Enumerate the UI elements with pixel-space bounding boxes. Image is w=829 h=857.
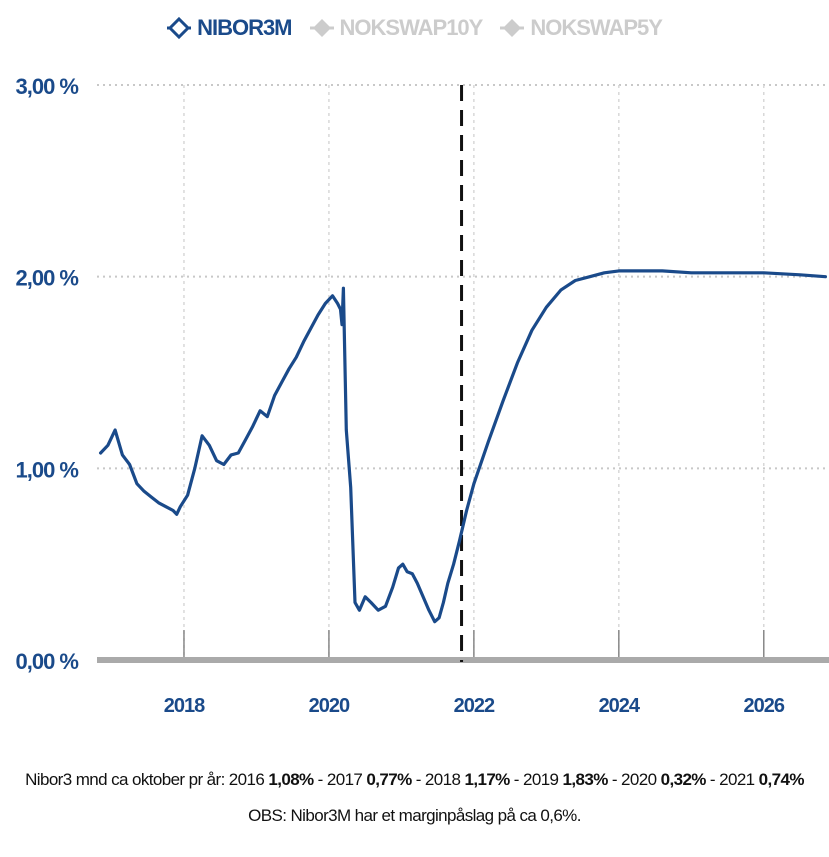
caption-value: 0,32% (660, 770, 707, 789)
caption-text: - 2019 (509, 770, 563, 789)
caption-value: 1,08% (268, 770, 314, 789)
tick-labels: 0,00 % 1,00 % 2,00 % 3,00 % 2018 2020 2022 2024… (16, 74, 786, 717)
x-tick-label: 2026 (744, 695, 785, 717)
caption-line-1: Nibor3 mnd ca oktober pr år: 2016 1,08% … (0, 770, 829, 790)
legend-label: NOKSWAP5Y (530, 15, 663, 40)
caption-text: - 2017 (313, 770, 367, 789)
caption-text: - 2018 (411, 770, 465, 789)
legend-item-nokswap10y[interactable]: NOKSWAP10Y (309, 15, 484, 41)
caption-text: - 2020 (607, 770, 661, 789)
line-chart: 0,00 % 1,00 % 2,00 % 3,00 % 2018 2020 2022 2024… (16, 74, 829, 717)
y-tick-label: 3,00 % (16, 74, 79, 99)
diamond-filled-icon (500, 19, 525, 37)
caption-text: Nibor3 mnd ca oktober pr år: 2016 (25, 770, 269, 789)
caption-value: 1,83% (562, 770, 609, 789)
y-tick-label: 1,00 % (16, 457, 79, 482)
legend-label: NIBOR3M (197, 15, 292, 40)
caption-value: 0,77% (366, 770, 412, 789)
diamond-filled-icon (309, 19, 334, 37)
x-tick-label: 2020 (309, 695, 350, 717)
caption-text: - 2021 (705, 770, 759, 789)
caption-value: 1,17% (464, 770, 510, 789)
legend-item-nibor3m[interactable]: NIBOR3M (167, 15, 293, 41)
y-tick-label: 2,00 % (16, 266, 79, 291)
x-tick-label: 2022 (454, 695, 495, 717)
y-tick-label: 0,00 % (16, 649, 79, 674)
x-tick-label: 2024 (599, 695, 641, 717)
series-lines (98, 269, 828, 624)
x-tick-label: 2018 (164, 695, 205, 717)
series-line-nibor3m (98, 269, 828, 624)
caption-value: 0,74% (758, 770, 805, 789)
legend-item-nokswap5y[interactable]: NOKSWAP5Y (500, 15, 663, 41)
chart-legend: NIBOR3M NOKSWAP10Y NOKSWAP5Y (0, 10, 829, 46)
caption-line-2: OBS: Nibor3M har et marginpåslag på ca 0… (248, 806, 581, 825)
legend-label: NOKSWAP10Y (339, 15, 484, 40)
diamond-outline-icon (167, 16, 192, 40)
